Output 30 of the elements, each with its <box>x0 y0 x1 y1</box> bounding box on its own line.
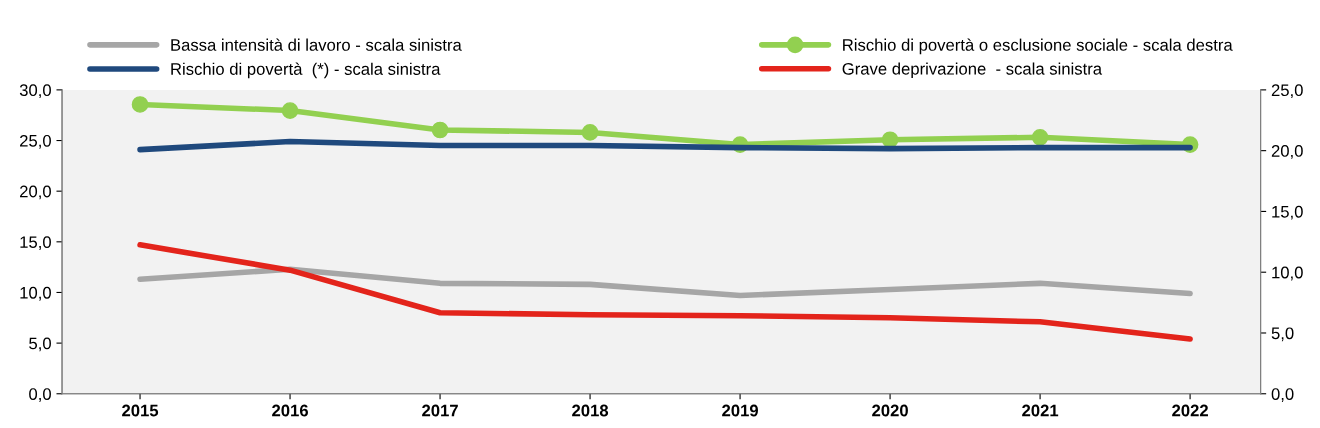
x-tick-label: 2015 <box>122 404 159 417</box>
y-tick-label: 0,0 <box>29 388 51 402</box>
y2-tick-label: 15,0 <box>1272 205 1303 220</box>
x-tick-label: 2018 <box>572 404 609 417</box>
y2-tick-label: 10,0 <box>1272 266 1303 281</box>
point <box>131 96 149 113</box>
y2-tick-label: 5,0 <box>1271 327 1294 342</box>
x-tick-label: 2021 <box>1022 404 1059 417</box>
legend-label: Rischio di povertà o esclusione sociale - scala destra <box>843 38 1233 55</box>
legend-label: Rischio di povertà (*) - scala sinistra <box>171 62 441 79</box>
x-tick-label: 2017 <box>422 404 458 417</box>
legend-label: Grave deprivazione - scala sinistra <box>842 62 1103 79</box>
y2-tick-label: 0,0 <box>1271 388 1294 402</box>
y-tick-label: 30,0 <box>19 84 51 99</box>
x-tick-label: 2020 <box>872 404 908 417</box>
point <box>281 102 299 119</box>
y2-tick-label: 25,0 <box>1271 84 1303 99</box>
point <box>1031 128 1049 146</box>
y-tick-label: 10,0 <box>20 286 51 301</box>
y-tick-label: 20,0 <box>20 185 51 200</box>
y-tick-label: 15,0 <box>20 236 51 250</box>
point <box>581 124 599 141</box>
y-tick-label: 25,0 <box>20 134 51 149</box>
legend-label: Bassa intensità di lavoro - scala sinistra <box>171 38 462 51</box>
y-tick-label: 5,0 <box>29 337 51 352</box>
x-tick-label: 2016 <box>272 404 308 417</box>
x-tick-label: 2019 <box>722 404 758 417</box>
point <box>431 121 449 139</box>
x-tick-label: 2022 <box>1172 404 1208 417</box>
y2-tick-label: 20,0 <box>1271 145 1303 159</box>
